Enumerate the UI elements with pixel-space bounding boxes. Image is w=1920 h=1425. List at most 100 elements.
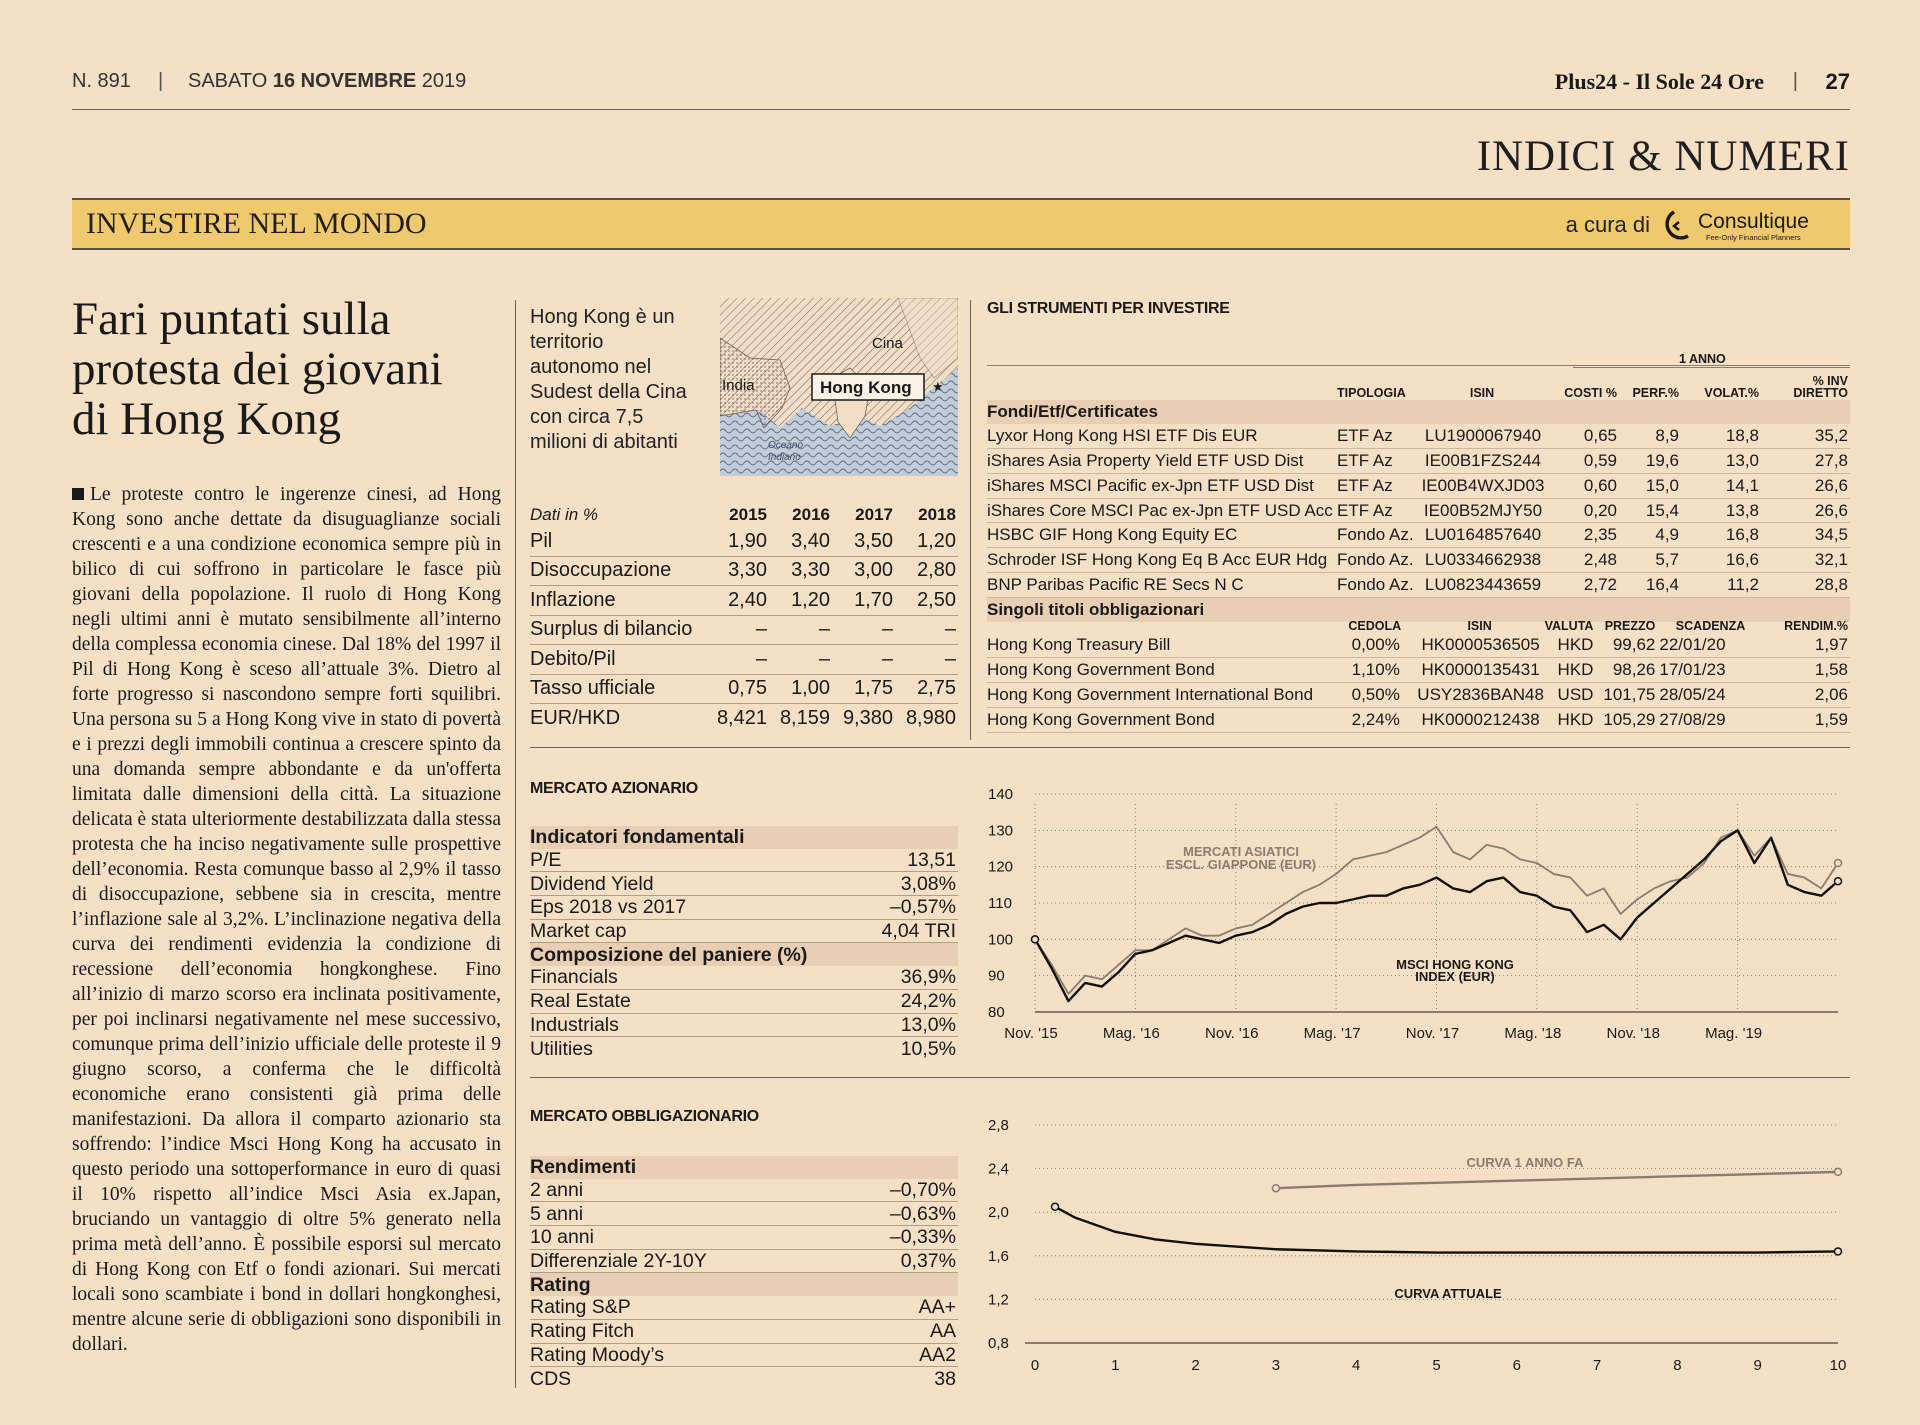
one-year-group-label: 1 ANNO [1679,352,1726,366]
row-label: Disoccupazione [530,556,706,586]
cell: 16,8 [1681,522,1761,549]
cell: – [706,615,769,645]
series-label-asia: MERCATI ASIATICI [1183,844,1299,859]
cell: 3,00 [832,556,895,586]
cell: –0,63% [810,1201,958,1227]
cell: 13,0 [1681,448,1761,474]
row-label: Inflazione [530,585,706,616]
cell: 0,20 [1547,498,1619,524]
cell: 1,00 [769,674,832,704]
x-tick-label: Mag. '16 [1103,1025,1160,1042]
table-row: Tasso ufficiale 0,75 1,00 1,75 2,75 [530,674,958,704]
issue-date: SABATO 16 NOVEMBRE 2019 [188,70,466,93]
section-band: INVESTIRE NEL MONDO a cura di Consultiqu… [72,198,1850,250]
row-label: Industrials [530,1013,810,1038]
table-row: Eps 2018 vs 2017 –0,57% [530,895,958,920]
cell: ETF Az [1337,448,1419,474]
logo-tagline: Fee-Only Financial Planners [1706,233,1801,242]
row-label: Rating Moody’s [530,1343,810,1368]
cell: 19,6 [1619,448,1681,474]
table-row: Market cap 4,04 TRI [530,919,958,944]
date-weekday: SABATO [188,70,268,92]
cell: 0,60 [1547,473,1619,499]
table-row: HSBC GIF Hong Kong Equity EC Fondo Az. LU0… [987,522,1850,549]
date-year: 2019 [421,70,467,92]
paragraph-marker-icon [72,488,84,500]
instruments-header-row: TIPOLOGIA ISIN COSTI % PERF.% VOLAT.% % … [987,370,1850,400]
table-row: Financials 36,9% [530,966,958,990]
map-label-box [811,373,925,401]
table-row: Inflazione 2,40 1,20 1,70 2,50 [530,585,958,616]
cell: 32,1 [1761,547,1850,574]
one-year-underline [1573,367,1850,368]
table-row: Schroder ISF Hong Kong Eq B Acc EUR Hdg F… [987,547,1850,574]
col-header-type: TIPOLOGIA [1337,386,1406,400]
masthead: N. 891 | SABATO 16 NOVEMBRE 2019 Plus24 … [72,69,1850,100]
col-header-direct: % INV DIRETTO [1793,374,1848,400]
cell: 0,37% [810,1249,958,1274]
cell: HKD [1544,633,1596,658]
series-start-point [1050,1202,1060,1211]
fund-name: iShares MSCI Pacific ex-Jpn ETF USD Dist [987,473,1337,499]
cell: 1,97 [1747,633,1850,658]
band-title: INVESTIRE NEL MONDO [86,207,427,240]
bond-indicators-table: Rendimenti 2 anni –0,70% 5 anni –0,63% 10 … [530,1156,958,1390]
cell: 2,75 [895,674,958,704]
series-label-hk: INDEX (EUR) [1415,969,1494,984]
row-label: P/E [530,848,810,873]
y-tick-label: 1,2 [988,1291,1009,1308]
table-row: 5 anni –0,63% [530,1201,958,1227]
cell: 18,8 [1681,423,1761,449]
row-label: 5 anni [530,1201,810,1227]
group-label: Singoli titoli obbligazionari [987,597,1850,623]
row-label: Tasso ufficiale [530,674,706,704]
cell: 105,29 [1595,707,1658,733]
table-row: iShares Asia Property Yield ETF USD Dist… [987,448,1850,474]
cell: 8,9 [1619,423,1681,449]
curve-one-year-ago-line [1275,1170,1839,1190]
row-label: Eps 2018 vs 2017 [530,895,810,920]
y-tick-label: 1,6 [988,1248,1009,1265]
intro-text: Hong Kong è un territorio autonomo nel S… [530,306,687,453]
cell: HK0000536505 [1416,633,1545,658]
cell: 3,30 [769,556,832,586]
cell: 0,59 [1547,448,1619,474]
cell: 3,30 [706,556,769,586]
x-tick-label: 7 [1593,1357,1601,1374]
col-header-volat: VOLAT.% [1704,386,1759,400]
cell: 16,6 [1681,547,1761,574]
cell: HKD [1544,657,1596,683]
cell: LU0334662938 [1419,547,1547,574]
group-label: Composizione del paniere (%) [530,942,958,967]
group-label: Rendimenti [530,1156,958,1179]
cell: 3,08% [810,871,958,897]
cell: 2,50 [895,585,958,616]
article-headline: Fari puntati sulla protesta dei giovani … [72,294,512,444]
cell: 3,40 [769,527,832,557]
bond-name: Hong Kong Treasury Bill [987,633,1335,658]
table-row: CDS 38 [530,1367,958,1390]
table-row: Dividend Yield 3,08% [530,871,958,897]
cell: LU1900067940 [1419,423,1547,449]
cell: 16,4 [1619,572,1681,599]
col-header-isin: ISIN [1469,386,1495,400]
cell: 34,5 [1761,522,1850,549]
col-header-price: PREZZO [1604,619,1656,633]
row-label: 2 anni [530,1178,810,1203]
cell: 27,8 [1761,448,1850,474]
location-star-icon: ★ [932,380,944,395]
article-body: Le proteste contro le ingerenze cinesi, … [72,482,501,1357]
article-text: Le proteste contro le ingerenze cinesi, … [72,484,501,1355]
column-divider [970,300,971,740]
x-tick-label: 0 [1031,1357,1039,1374]
cell: AA [810,1319,958,1344]
section-rule [530,1077,1850,1078]
series-label-asia: ESCL. GIAPPONE (EUR) [1166,857,1316,872]
table-row: Real Estate 24,2% [530,989,958,1014]
cell: – [706,644,769,675]
fund-name: iShares Core MSCI Pac ex-Jpn ETF USD Acc [987,498,1337,524]
col-header-isin: ISIN [1467,619,1492,633]
y-tick-label: 120 [988,859,1013,876]
equity-chart: 80 90 100 110 120 130 140 Nov. '15 Mag. '16 Nov. … [988,786,1843,1042]
cell: AA2 [810,1343,958,1368]
